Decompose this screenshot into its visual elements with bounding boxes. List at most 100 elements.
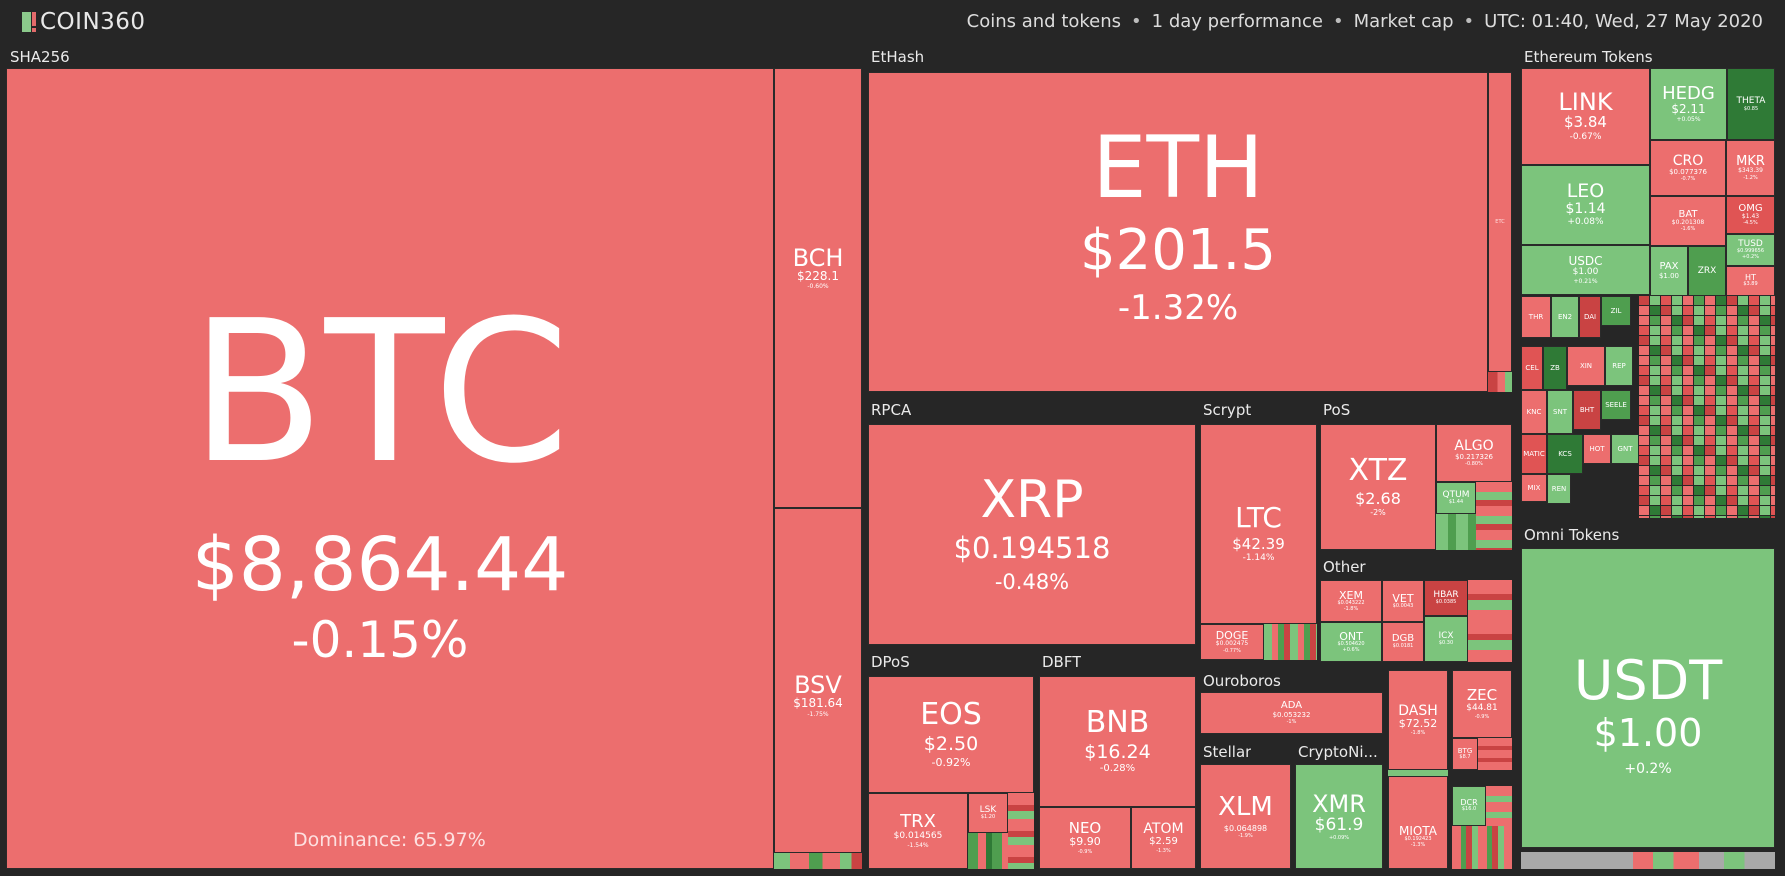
small-token-tile[interactable]: [1705, 416, 1715, 425]
small-token-tile[interactable]: [1727, 446, 1737, 455]
small-token-tile[interactable]: [1760, 366, 1770, 375]
small-token-tile[interactable]: [1683, 476, 1693, 485]
small-token-tile[interactable]: [1661, 396, 1671, 405]
small-token-tile[interactable]: [1672, 516, 1682, 518]
small-token-tile[interactable]: [1727, 296, 1737, 305]
small-token-tile[interactable]: [1639, 316, 1649, 325]
ethereum-tokens-small-coins[interactable]: THR EN2 DAI ZIL CEL ZB XIN REP KNC SNT BHT SEELE MAT…: [1521, 296, 1775, 518]
small-token-tile[interactable]: [1716, 506, 1726, 515]
tile-btg[interactable]: BTG $8.7: [1452, 738, 1478, 770]
small-token-tile[interactable]: [1694, 436, 1704, 445]
small-token-tile[interactable]: [1705, 516, 1715, 518]
small-token-tile[interactable]: [1771, 496, 1775, 505]
small-token-tile[interactable]: [1760, 356, 1770, 365]
pos-small-coins[interactable]: [1476, 482, 1512, 550]
small-token-tile[interactable]: [1760, 416, 1770, 425]
small-token-tile[interactable]: [1716, 316, 1726, 325]
small-token-tile[interactable]: [1716, 446, 1726, 455]
small-token-tile[interactable]: [1749, 386, 1759, 395]
filter-scope[interactable]: Coins and tokens: [966, 11, 1122, 32]
small-token-tile[interactable]: [1727, 486, 1737, 495]
small-token-tile[interactable]: [1760, 466, 1770, 475]
small-token-tile[interactable]: [1650, 336, 1660, 345]
small-token-tile[interactable]: [1650, 516, 1660, 518]
small-token-tile[interactable]: [1727, 366, 1737, 375]
small-token-tile[interactable]: [1661, 406, 1671, 415]
small-token-tile[interactable]: [1738, 446, 1748, 455]
small-token-tile[interactable]: [1694, 456, 1704, 465]
small-token-tile[interactable]: [1738, 396, 1748, 405]
small-token-tile[interactable]: [1661, 376, 1671, 385]
small-token-tile[interactable]: [1716, 376, 1726, 385]
small-token-tile[interactable]: [1749, 466, 1759, 475]
small-token-tile[interactable]: [1661, 366, 1671, 375]
small-token-tile[interactable]: [1639, 516, 1649, 518]
small-token-tile[interactable]: [1661, 356, 1671, 365]
small-token-tile[interactable]: [1705, 506, 1715, 515]
small-token-tile[interactable]: [1639, 466, 1649, 475]
small-token-tile[interactable]: [1738, 416, 1748, 425]
small-token-tile[interactable]: [1716, 366, 1726, 375]
small-token-tile[interactable]: [1738, 476, 1748, 485]
small-token-tile[interactable]: [1760, 476, 1770, 485]
tile-xtz[interactable]: XTZ $2.68 -2%: [1320, 424, 1436, 550]
small-token-tile[interactable]: [1650, 426, 1660, 435]
small-token-tile[interactable]: [1749, 486, 1759, 495]
small-token-tile[interactable]: [1738, 356, 1748, 365]
small-token-tile[interactable]: [1661, 426, 1671, 435]
tile-ont[interactable]: ONT $0.504620 +0.6%: [1320, 622, 1382, 662]
small-token-tile[interactable]: [1705, 486, 1715, 495]
small-token-tile[interactable]: [1738, 436, 1748, 445]
tile-dcr[interactable]: DCR $16.0: [1452, 786, 1486, 826]
small-token-tile[interactable]: [1694, 296, 1704, 305]
small-token-tile[interactable]: [1760, 346, 1770, 355]
small-token-tile[interactable]: [1705, 356, 1715, 365]
small-token-tile[interactable]: [1760, 376, 1770, 385]
small-token-tile[interactable]: [1760, 506, 1770, 515]
small-token-tile[interactable]: [1727, 396, 1737, 405]
small-token-tile[interactable]: [1749, 326, 1759, 335]
tile-mkr[interactable]: MKR $343.39 -1.2%: [1726, 140, 1775, 196]
tile-ada[interactable]: ADA $0.053232 -1%: [1200, 692, 1383, 734]
small-token-tile[interactable]: [1694, 376, 1704, 385]
small-token-tile[interactable]: [1716, 486, 1726, 495]
small-token-tile[interactable]: [1672, 426, 1682, 435]
small-token-tile[interactable]: [1760, 406, 1770, 415]
small-token-tile[interactable]: [1650, 396, 1660, 405]
small-token-tile[interactable]: HOT: [1583, 434, 1611, 464]
pos-small-coins-2[interactable]: [1436, 514, 1476, 550]
tile-trx[interactable]: TRX $0.014565 -1.54%: [868, 793, 968, 869]
small-token-tile[interactable]: [1650, 466, 1660, 475]
small-token-tile[interactable]: [1760, 326, 1770, 335]
small-token-tile[interactable]: [1672, 496, 1682, 505]
small-token-tile[interactable]: [1716, 406, 1726, 415]
small-token-tile[interactable]: [1716, 426, 1726, 435]
small-token-tile[interactable]: XIN: [1567, 346, 1605, 386]
misc-small-coins-3[interactable]: [1486, 786, 1512, 826]
small-token-tile[interactable]: [1694, 386, 1704, 395]
small-token-tile[interactable]: [1738, 456, 1748, 465]
small-token-tile[interactable]: [1705, 376, 1715, 385]
small-token-tile[interactable]: [1771, 426, 1775, 435]
small-token-tile[interactable]: [1639, 336, 1649, 345]
small-token-tile[interactable]: [1650, 506, 1660, 515]
small-token-tile[interactable]: [1650, 476, 1660, 485]
small-token-tile[interactable]: [1716, 356, 1726, 365]
small-token-tile[interactable]: [1716, 326, 1726, 335]
small-token-tile[interactable]: [1661, 306, 1671, 315]
small-token-tile[interactable]: [1738, 516, 1748, 518]
small-token-tile[interactable]: [1749, 366, 1759, 375]
small-token-tile[interactable]: [1694, 486, 1704, 495]
small-token-tile[interactable]: THR: [1521, 296, 1551, 338]
small-token-tile[interactable]: [1661, 516, 1671, 518]
small-token-tile[interactable]: [1672, 466, 1682, 475]
small-token-tile[interactable]: [1760, 306, 1770, 315]
small-token-tile[interactable]: [1771, 316, 1775, 325]
small-token-tile[interactable]: [1749, 406, 1759, 415]
small-token-tile[interactable]: [1672, 326, 1682, 335]
tile-eth[interactable]: ETH $201.5 -1.32%: [868, 72, 1488, 392]
small-token-tile[interactable]: [1672, 376, 1682, 385]
small-token-tile[interactable]: [1771, 366, 1775, 375]
small-token-tile[interactable]: [1661, 416, 1671, 425]
tile-dash[interactable]: DASH $72.52 -1.8%: [1388, 670, 1448, 770]
